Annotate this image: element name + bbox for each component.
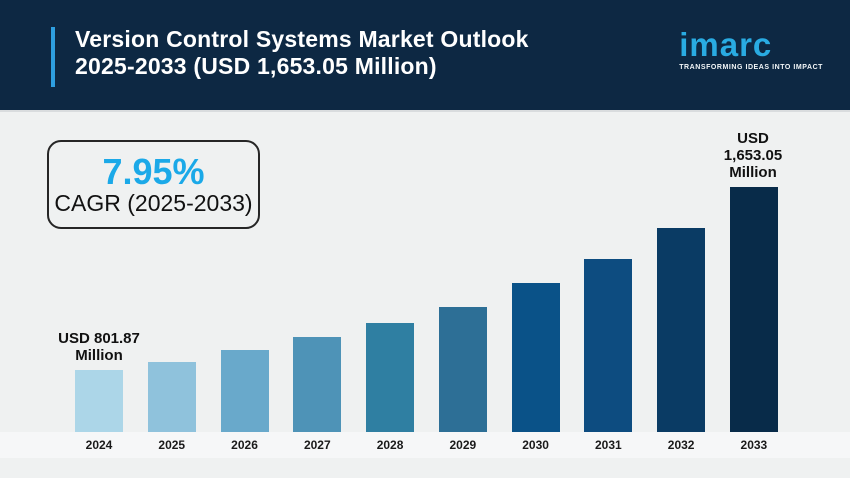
x-tick-label-2026: 2026 <box>231 438 258 452</box>
bar-2032 <box>657 228 706 432</box>
bar-2028 <box>366 323 415 432</box>
imarc-logo-wordmark: imarc <box>679 26 773 63</box>
last-bar-value-line3: Million <box>729 164 777 181</box>
cagr-callout-box: 7.95% CAGR (2025-2033) <box>47 140 260 229</box>
x-axis-band <box>0 432 850 458</box>
first-bar-value-label: USD 801.87 Million <box>58 330 140 364</box>
bar-chart: 2024 2025 2026 2027 2028 2029 2030 2031 2032 2033 <box>75 130 778 458</box>
bar-column-2024: 2024 <box>75 130 123 458</box>
page-title: Version Control Systems Market Outlook 2… <box>75 26 529 80</box>
first-bar-value-line2: Million <box>75 347 123 364</box>
bar-2025 <box>147 362 196 432</box>
last-bar-value-line2: 1,653.05 <box>723 147 783 164</box>
page-title-line2: 2025-2033 (USD 1,653.05 Million) <box>75 53 437 79</box>
bar-2024 <box>75 370 123 432</box>
bar-column-2027: 2027 <box>293 130 342 458</box>
bar-column-2031: 2031 <box>584 130 633 458</box>
x-tick-label-2029: 2029 <box>449 438 477 452</box>
x-tick-label-2024: 2024 <box>85 438 113 452</box>
title-accent-bar <box>51 27 55 87</box>
x-tick-label-2025: 2025 <box>158 438 186 452</box>
cagr-label: CAGR (2025-2033) <box>54 189 253 216</box>
x-tick-label-2031: 2031 <box>595 438 622 452</box>
x-tick-label-2030: 2030 <box>522 438 549 452</box>
bar-2031 <box>584 259 633 432</box>
bar-column-2032: 2032 <box>657 130 706 458</box>
x-tick-label-2033: 2033 <box>740 438 768 452</box>
bar-2026 <box>220 350 269 432</box>
bar-2029 <box>438 307 487 432</box>
bar-column-2033: 2033 <box>729 130 778 458</box>
bar-column-2030: 2030 <box>511 130 560 458</box>
x-tick-label-2032: 2032 <box>667 438 695 452</box>
imarc-logo-tagline: TRANSFORMING IDEAS INTO IMPACT <box>679 64 823 71</box>
bar-column-2026: 2026 <box>220 130 269 458</box>
bar-column-2025: 2025 <box>147 130 196 458</box>
first-bar-value-line1: USD 801.87 <box>58 330 140 347</box>
bar-column-2028: 2028 <box>366 130 415 458</box>
x-tick-label-2027: 2027 <box>303 438 331 452</box>
x-tick-label-2028: 2028 <box>376 438 404 452</box>
last-bar-value-line1: USD <box>737 130 769 147</box>
cagr-value: 7.95% <box>102 150 205 192</box>
bar-column-2029: 2029 <box>438 130 487 458</box>
last-bar-value-label: USD 1,653.05 Million <box>724 130 782 181</box>
header-banner: Version Control Systems Market Outlook 2… <box>0 0 850 112</box>
page-title-line1: Version Control Systems Market Outlook <box>75 26 529 52</box>
bar-2033 <box>729 187 778 432</box>
imarc-logo: imarc TRANSFORMING IDEAS INTO IMPACT <box>679 26 823 71</box>
bar-2027 <box>293 337 342 432</box>
bar-2030 <box>511 283 560 432</box>
